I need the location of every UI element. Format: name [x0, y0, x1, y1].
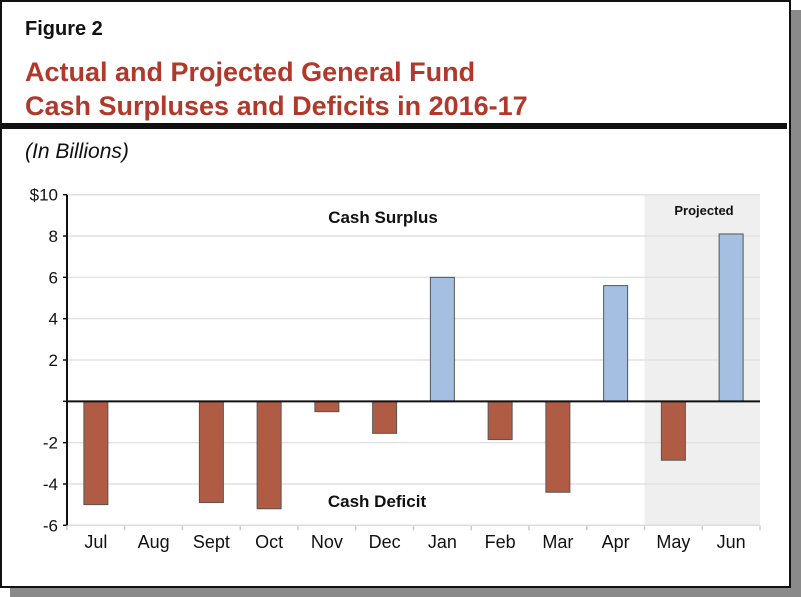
title-line-2: Cash Surpluses and Deficits in 2016-17 — [25, 91, 528, 121]
x-tick-label: Jan — [428, 532, 457, 552]
x-tick-label: Feb — [485, 532, 516, 552]
bar-sept — [198, 400, 224, 504]
units-label: (In Billions) — [25, 140, 129, 163]
y-tick-label: -2 — [43, 434, 58, 453]
y-tick-label: 2 — [49, 351, 58, 370]
x-tick-label: Aug — [138, 532, 170, 552]
bar-mar — [545, 400, 571, 493]
y-tick-label: -4 — [43, 475, 58, 494]
figure-title: Actual and Projected General Fund Cash S… — [25, 55, 528, 123]
bar-jul — [83, 400, 109, 506]
annotation-deficit: Cash Deficit — [328, 492, 427, 511]
bar-apr — [603, 285, 629, 402]
x-tick-label: Nov — [311, 532, 343, 552]
y-tick-label: $10 — [30, 186, 58, 205]
x-tick-label: Mar — [542, 532, 573, 552]
y-tick-label: 6 — [49, 268, 58, 287]
bar-dec — [372, 400, 398, 434]
x-tick-label: Dec — [369, 532, 401, 552]
title-line-1: Actual and Projected General Fund — [25, 57, 476, 87]
annotation-surplus: Cash Surplus — [328, 208, 438, 227]
x-tick-label: Oct — [255, 532, 283, 552]
annotation-projected: Projected — [674, 203, 733, 218]
x-tick-label: May — [656, 532, 690, 552]
bar-feb — [487, 400, 513, 441]
y-tick-label: 8 — [49, 227, 58, 246]
bar-jan — [429, 276, 455, 402]
bar-may — [660, 400, 686, 461]
y-tick-label: 4 — [49, 310, 58, 329]
y-tick-label: -6 — [43, 516, 58, 535]
x-tick-label: Sept — [193, 532, 230, 552]
title-rule — [0, 123, 787, 129]
figure-label: Figure 2 — [25, 18, 103, 40]
x-tick-label: Apr — [602, 532, 630, 552]
x-tick-label: Jul — [84, 532, 107, 552]
bar-oct — [256, 400, 282, 510]
x-tick-label: Jun — [717, 532, 746, 552]
bar-jun — [718, 233, 744, 402]
bar-nov — [314, 400, 340, 413]
